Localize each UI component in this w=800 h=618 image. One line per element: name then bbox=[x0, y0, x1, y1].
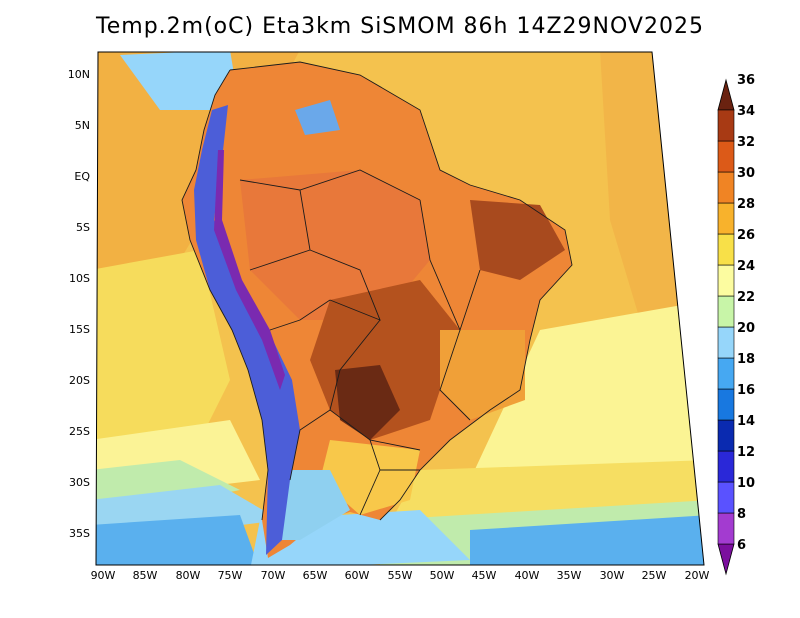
colorbar-label: 28 bbox=[737, 197, 755, 212]
colorbar-label: 32 bbox=[737, 135, 755, 150]
colorbar-label: 16 bbox=[737, 383, 755, 398]
map-area bbox=[95, 51, 705, 566]
longitude-axis: 90W 85W 80W 75W 70W 65W 60W 55W 50W 45W … bbox=[91, 569, 710, 582]
lon-label: 75W bbox=[218, 569, 243, 582]
lat-label: 5S bbox=[76, 221, 90, 234]
lon-label: 70W bbox=[261, 569, 286, 582]
lat-label: 15S bbox=[69, 323, 90, 336]
lat-label: EQ bbox=[74, 170, 90, 183]
lon-label: 80W bbox=[176, 569, 201, 582]
colorbar-label: 8 bbox=[737, 507, 746, 522]
guiana-highlands bbox=[295, 100, 340, 135]
lat-label: 35S bbox=[69, 527, 90, 540]
andes-cold bbox=[194, 105, 300, 555]
south-cool bbox=[320, 440, 420, 515]
northeast-hottest bbox=[470, 200, 565, 280]
colorbar-label: 22 bbox=[737, 290, 755, 305]
colorbar-segment bbox=[717, 171, 735, 204]
colorbar-label: 26 bbox=[737, 228, 755, 243]
colorbar-segment bbox=[717, 202, 735, 235]
lon-label: 35W bbox=[557, 569, 582, 582]
colorbar-segment bbox=[717, 233, 735, 266]
colorbar-segment bbox=[717, 109, 735, 142]
colorbar-top-arrow bbox=[717, 78, 735, 111]
lon-label: 60W bbox=[345, 569, 370, 582]
lon-label: 50W bbox=[430, 569, 455, 582]
colorbar-segment bbox=[717, 388, 735, 421]
colorbar-label: 12 bbox=[737, 445, 755, 460]
colorbar-label: 14 bbox=[737, 414, 755, 429]
lat-label: 25S bbox=[69, 425, 90, 438]
colorbar-bottom-arrow bbox=[717, 543, 735, 576]
colorbar-segment bbox=[717, 357, 735, 390]
atlantic-pale bbox=[470, 300, 704, 480]
lat-label: 10N bbox=[68, 68, 90, 81]
colorbar-label: 20 bbox=[737, 321, 755, 336]
lon-label: 45W bbox=[472, 569, 497, 582]
colorbar: 6 8 10 12 14 16 18 20 22 24 26 28 30 32 34 36 bbox=[717, 73, 755, 576]
lat-label: 30S bbox=[69, 476, 90, 489]
pacific-colder bbox=[96, 515, 260, 565]
lon-label: 30W bbox=[600, 569, 625, 582]
atlantic-cold bbox=[470, 515, 704, 565]
latitude-axis: 10N 5N EQ 5S 10S 15S 20S 25S 30S 35S bbox=[68, 68, 91, 540]
amazon-hot bbox=[240, 170, 430, 320]
lon-label: 65W bbox=[303, 569, 328, 582]
colorbar-label: 36 bbox=[737, 73, 755, 88]
colorbar-segment bbox=[717, 326, 735, 359]
lon-label: 55W bbox=[388, 569, 413, 582]
colorbar-segment bbox=[717, 481, 735, 514]
colorbar-label: 34 bbox=[737, 104, 755, 119]
colorbar-segment bbox=[717, 295, 735, 328]
colorbar-label: 30 bbox=[737, 166, 755, 181]
southeast-mild bbox=[440, 330, 525, 420]
map-title: Temp.2m(oC) Eta3km SiSMOM 86h 14Z29NOV20… bbox=[96, 14, 704, 39]
colorbar-segment bbox=[717, 512, 735, 545]
colorbar-label: 6 bbox=[737, 538, 746, 553]
colorbar-segment bbox=[717, 419, 735, 452]
colorbar-segment bbox=[717, 450, 735, 483]
colorbar-segment bbox=[717, 140, 735, 173]
lon-label: 20W bbox=[685, 569, 710, 582]
colorbar-label: 10 bbox=[737, 476, 755, 491]
lon-label: 85W bbox=[133, 569, 158, 582]
lat-label: 5N bbox=[75, 119, 90, 132]
lat-label: 10S bbox=[69, 272, 90, 285]
andes-coldest bbox=[214, 150, 285, 390]
colorbar-label: 24 bbox=[737, 259, 755, 274]
colorbar-label: 18 bbox=[737, 352, 755, 367]
pacific-subtropical bbox=[96, 250, 230, 460]
country-borders bbox=[181, 61, 573, 521]
caribbean-pacific-cool bbox=[120, 52, 240, 110]
lon-label: 90W bbox=[91, 569, 116, 582]
colorbar-segment bbox=[717, 264, 735, 297]
map-frame bbox=[95, 51, 705, 566]
lon-label: 25W bbox=[642, 569, 667, 582]
chaco-hottest bbox=[335, 365, 400, 440]
lat-label: 20S bbox=[69, 374, 90, 387]
lon-label: 40W bbox=[515, 569, 540, 582]
